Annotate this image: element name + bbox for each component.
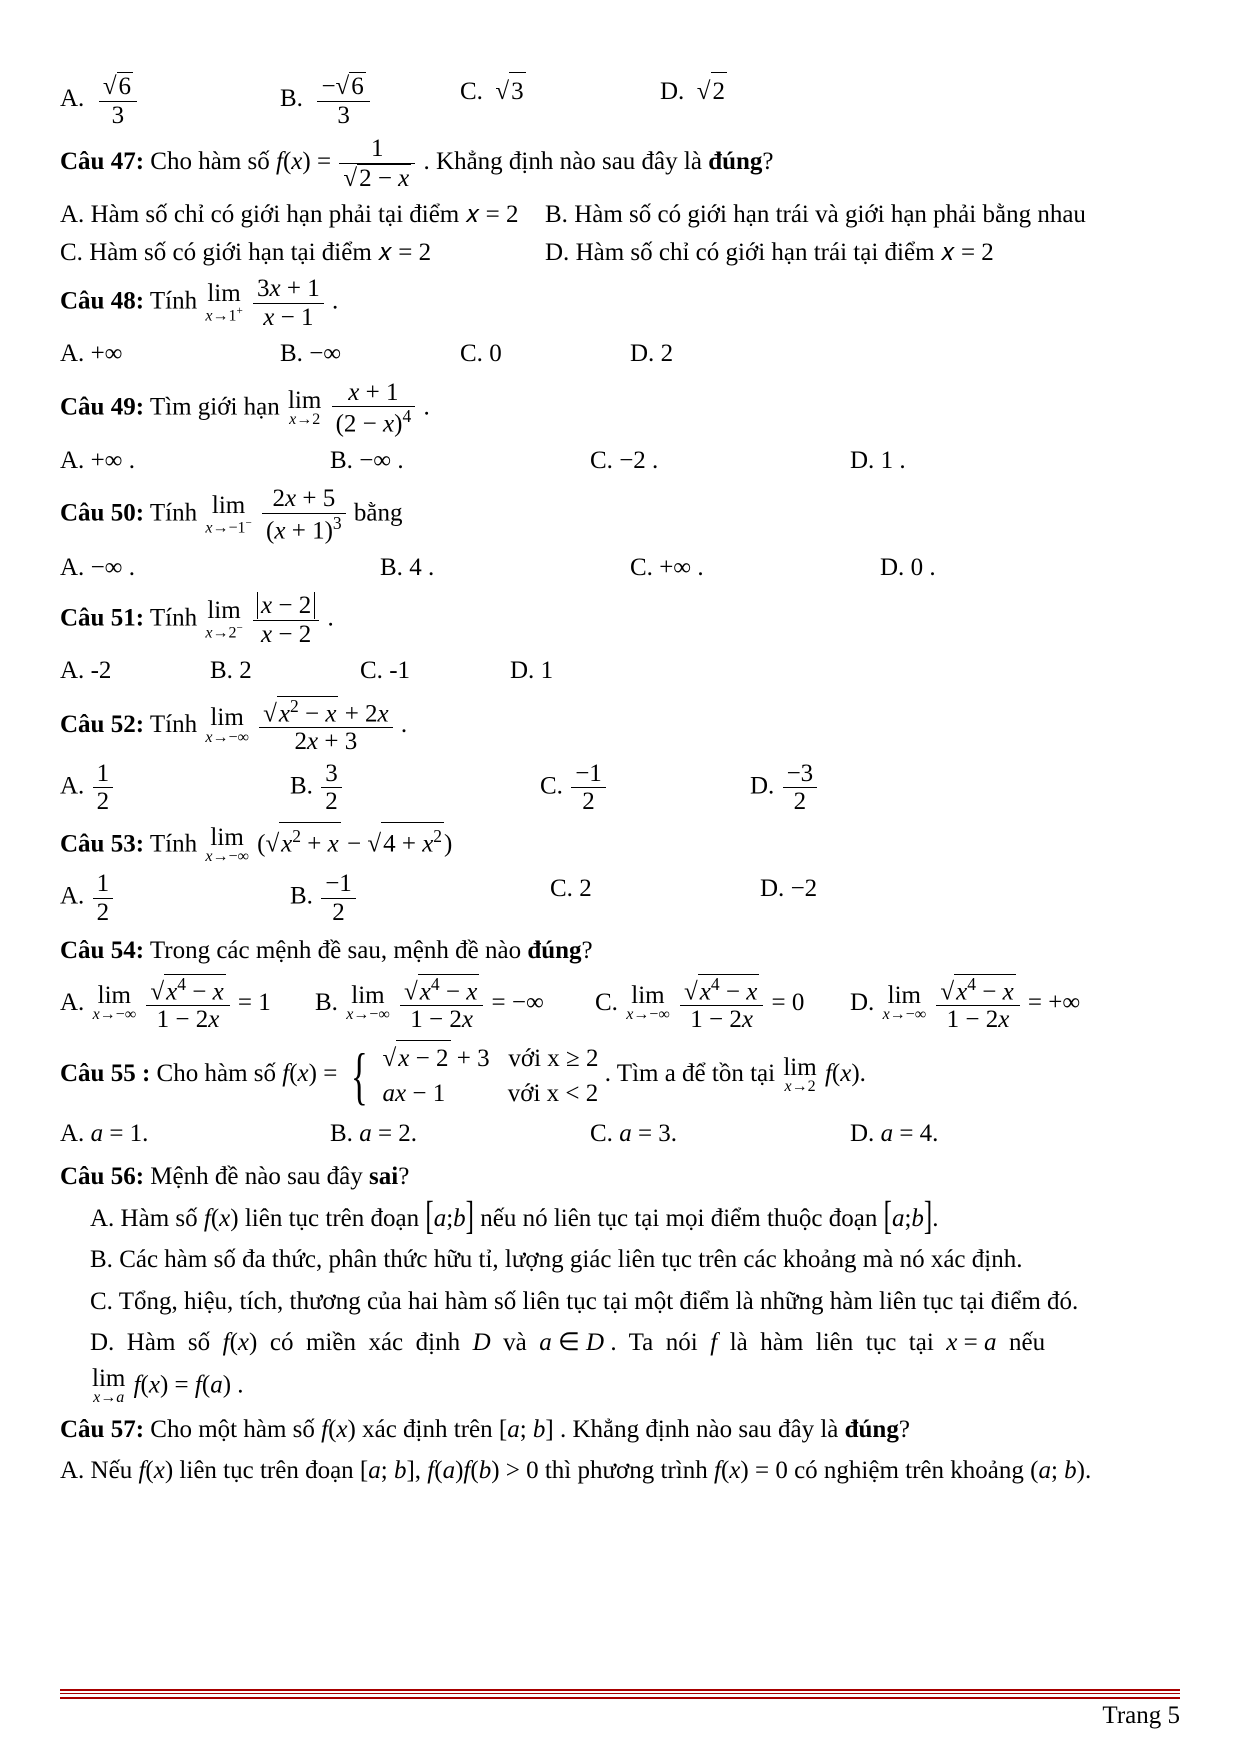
q47-stem-pre: Cho hàm số (150, 148, 276, 175)
page-number: Trang 5 (1102, 1697, 1180, 1735)
q55: Câu 55 : Cho hàm số f(x) = { √x − 2 + 3 … (60, 1040, 1180, 1111)
q51: Câu 51: Tính limx→2− x − 2x − 2 . (60, 592, 1180, 648)
q49-opts: A. +∞ . B. −∞ . C. −2 . D. 1 . (60, 442, 1180, 480)
q53-opts: A. 12 B. −12 C. 2 D. −2 (60, 870, 1180, 926)
q53: Câu 53: Tính limx→−∞ (√x2 + x − √4 + x2) (60, 822, 1180, 866)
q56-B: B. Các hàm số đa thức, phân thức hữu tỉ,… (90, 1241, 1180, 1279)
q56: Câu 56: Mệnh đề nào sau đây sai? (60, 1158, 1180, 1196)
q55-opts: A. a = 1. B. a = 2. C. a = 3. D. a = 4. (60, 1115, 1180, 1153)
q57-A: A. Nếu f(x) liên tục trên đoạn [a; b], f… (60, 1452, 1180, 1490)
opt-B: B. −√63 (280, 72, 460, 129)
q57: Câu 57: Cho một hàm số f(x) xác định trê… (60, 1411, 1180, 1449)
q52-opts: A. 12 B. 32 C. −12 D. −32 (60, 760, 1180, 816)
q52: Câu 52: Tính limx→−∞ √x2 − x + 2x2x + 3 … (60, 696, 1180, 756)
q47: Câu 47: Cho hàm số f(x) = 1√2 − x . Khẳn… (60, 135, 1180, 192)
q56-D-expr: limx→a f(x) = f(a) . (90, 1366, 1180, 1407)
q47-label: Câu 47: (60, 148, 144, 175)
q54-opts: A. limx→−∞ √x4 − x1 − 2x = 1 B. limx→−∞ … (60, 974, 1180, 1034)
q54: Câu 54: Trong các mệnh đề sau, mệnh đề n… (60, 932, 1180, 970)
q51-opts: A. -2 B. 2 C. -1 D. 1 (60, 652, 1180, 690)
page-footer-rule (60, 1689, 1180, 1699)
q56-A: A. Hàm số f(x) liên tục trên đoạn [a;b] … (90, 1200, 1180, 1238)
q56-D: D. Hàm số f(x) có miền xác định D và a ∈… (90, 1324, 1180, 1362)
page-content: A. √63 B. −√63 C. √3 D. √2 Câu 47: Cho h… (0, 0, 1240, 1604)
q56-C: C. Tổng, hiệu, tích, thương của hai hàm … (90, 1283, 1180, 1321)
prelude-options: A. √63 B. −√63 C. √3 D. √2 (60, 72, 1180, 129)
opt-A: A. √63 (60, 72, 280, 129)
q48: Câu 48: Tính limx→1+ 3x + 1x − 1 . (60, 275, 1180, 331)
q50-opts: A. −∞ . B. 4 . C. +∞ . D. 0 . (60, 549, 1180, 587)
brace-icon: { (350, 1050, 367, 1101)
q49: Câu 49: Tìm giới hạn limx→2 x + 1(2 − x)… (60, 379, 1180, 438)
q47-opts-row2: C. Hàm số có giới hạn tại điểm 𝑥 = 2 D. … (60, 234, 1180, 272)
q47-opts-row1: A. Hàm số chỉ có giới hạn phải tại điểm … (60, 196, 1180, 234)
q48-opts: A. +∞ B. −∞ C. 0 D. 2 (60, 335, 1180, 373)
q47-stem-post: . Khẳng định nào sau đây là (424, 148, 709, 175)
opt-D: D. √2 (660, 72, 727, 129)
q50: Câu 50: Tính limx→−1− 2x + 5(x + 1)3 bằn… (60, 485, 1180, 544)
opt-C: C. √3 (460, 72, 660, 129)
